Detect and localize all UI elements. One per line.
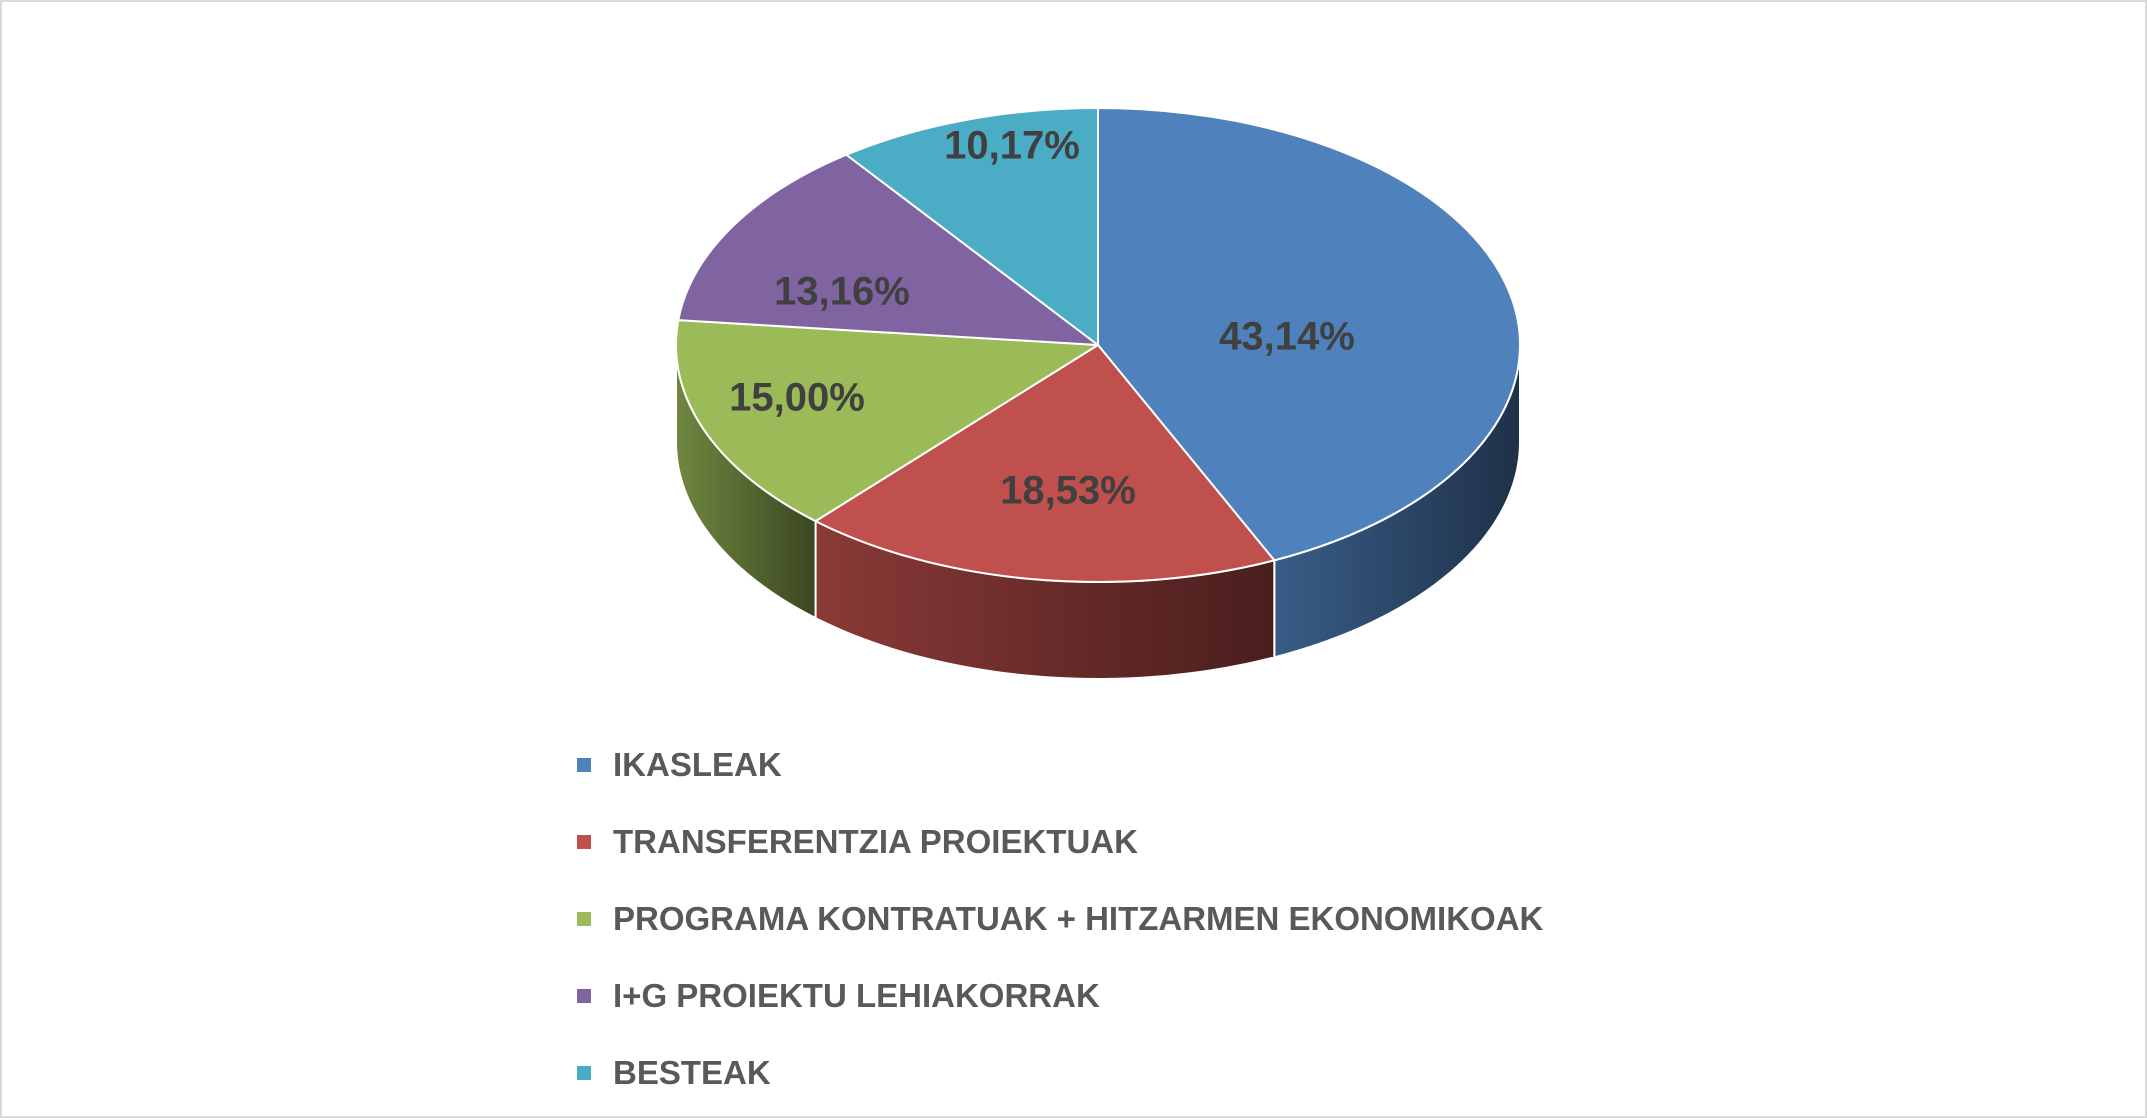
legend-swatch xyxy=(577,834,591,849)
pie-top xyxy=(675,107,1521,583)
legend-label: I+G PROIEKTU LEHIAKORRAK xyxy=(613,976,1100,1014)
data-label-5: 10,17% xyxy=(944,124,1080,168)
legend-label: TRANSFERENTZIA PROIEKTUAK xyxy=(613,822,1138,860)
data-label-1: 43,14% xyxy=(1219,315,1355,359)
pie-slice-1 xyxy=(1097,107,1521,562)
pie-sides xyxy=(675,344,1521,680)
legend-label: BESTEAK xyxy=(613,1053,771,1091)
legend-item-1: IKASLEAK xyxy=(577,726,1543,803)
legend: IKASLEAK TRANSFERENTZIA PROIEKTUAK PROGRAM… xyxy=(577,726,1543,1111)
pie-data-labels: 43,14% 18,53% 15,00% 13,16% 10,17% xyxy=(729,124,1355,513)
legend-swatch xyxy=(577,757,591,772)
data-label-3: 15,00% xyxy=(729,376,865,420)
legend-label: PROGRAMA KONTRATUAK + HITZARMEN EKONOMIK… xyxy=(613,899,1544,937)
data-label-4: 13,16% xyxy=(774,270,910,314)
pie-slice-3 xyxy=(675,319,1099,523)
pie-slice-4 xyxy=(677,153,1099,346)
legend-item-4: I+G PROIEKTU LEHIAKORRAK xyxy=(577,957,1543,1034)
legend-swatch xyxy=(577,988,591,1003)
legend-item-2: TRANSFERENTZIA PROIEKTUAK xyxy=(577,803,1543,880)
legend-swatch xyxy=(577,911,591,926)
pie-slice-5 xyxy=(845,107,1099,346)
legend-swatch xyxy=(577,1065,591,1080)
data-label-2: 18,53% xyxy=(1000,469,1136,513)
pie-slice-2 xyxy=(814,344,1276,583)
legend-item-5: BESTEAK xyxy=(577,1034,1543,1111)
legend-item-3: PROGRAMA KONTRATUAK + HITZARMEN EKONOMIK… xyxy=(577,880,1543,957)
legend-label: IKASLEAK xyxy=(613,745,782,783)
